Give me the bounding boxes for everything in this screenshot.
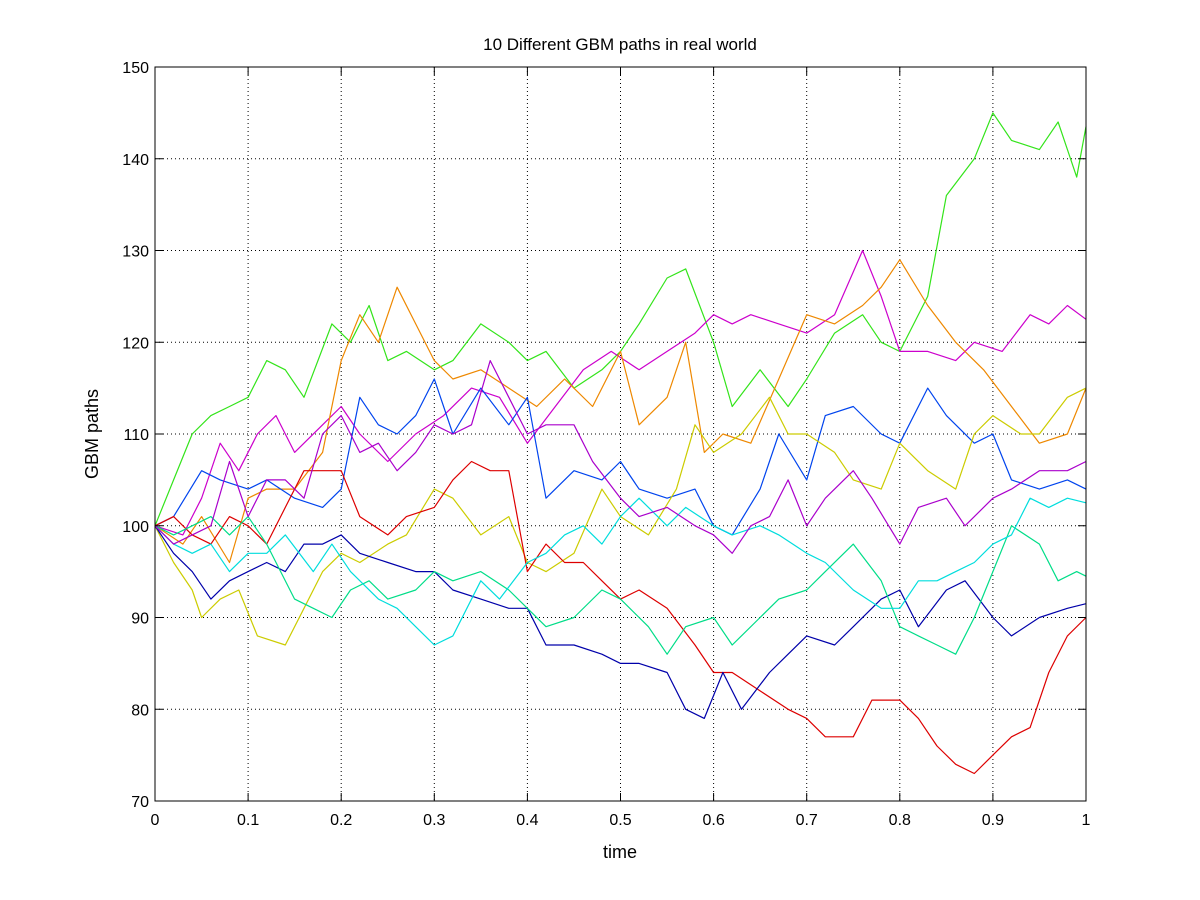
series-group [154, 112, 1087, 775]
x-tick-label: 0.1 [237, 812, 259, 829]
x-tick-label: 0.2 [330, 812, 352, 829]
x-tick-label: 0.6 [702, 812, 724, 829]
series-line-10 [154, 360, 1087, 554]
x-tick-label: 0.4 [516, 812, 538, 829]
y-tick-label: 110 [123, 427, 149, 444]
ticks: 0 0.1 0.2 0.3 0.4 0.5 0.6 0.7 0.8 0.9 1 70 80 90 100 11… [122, 60, 1090, 829]
chart-title: 10 Different GBM paths in real world [483, 35, 757, 54]
y-tick-label: 150 [122, 60, 149, 77]
x-tick-label: 0.3 [423, 812, 445, 829]
series-line-8 [154, 515, 1087, 655]
y-tick-label: 100 [122, 519, 149, 536]
x-axis-label: time [603, 842, 637, 862]
series-line-2 [154, 249, 1087, 536]
series-line-1 [154, 112, 1087, 527]
x-tick-label: 0.7 [796, 812, 818, 829]
y-tick-label: 130 [122, 244, 149, 261]
x-tick-label: 0.8 [889, 812, 911, 829]
series-line-9 [154, 497, 1087, 646]
x-tick-label: 1 [1082, 812, 1091, 829]
x-tick-label: 0 [151, 812, 160, 829]
y-tick-label: 120 [122, 335, 149, 352]
series-line-4 [154, 378, 1087, 536]
y-tick-label: 80 [131, 702, 149, 719]
series-line-7 [154, 525, 1087, 720]
series-line-6 [154, 460, 1087, 775]
y-tick-label: 90 [131, 611, 149, 628]
y-axis-label: GBM paths [82, 389, 102, 479]
y-tick-label: 140 [122, 152, 149, 169]
x-tick-label: 0.5 [609, 812, 631, 829]
y-tick-label: 70 [131, 794, 149, 811]
x-tick-label: 0.9 [982, 812, 1004, 829]
series-line-5 [154, 387, 1087, 646]
